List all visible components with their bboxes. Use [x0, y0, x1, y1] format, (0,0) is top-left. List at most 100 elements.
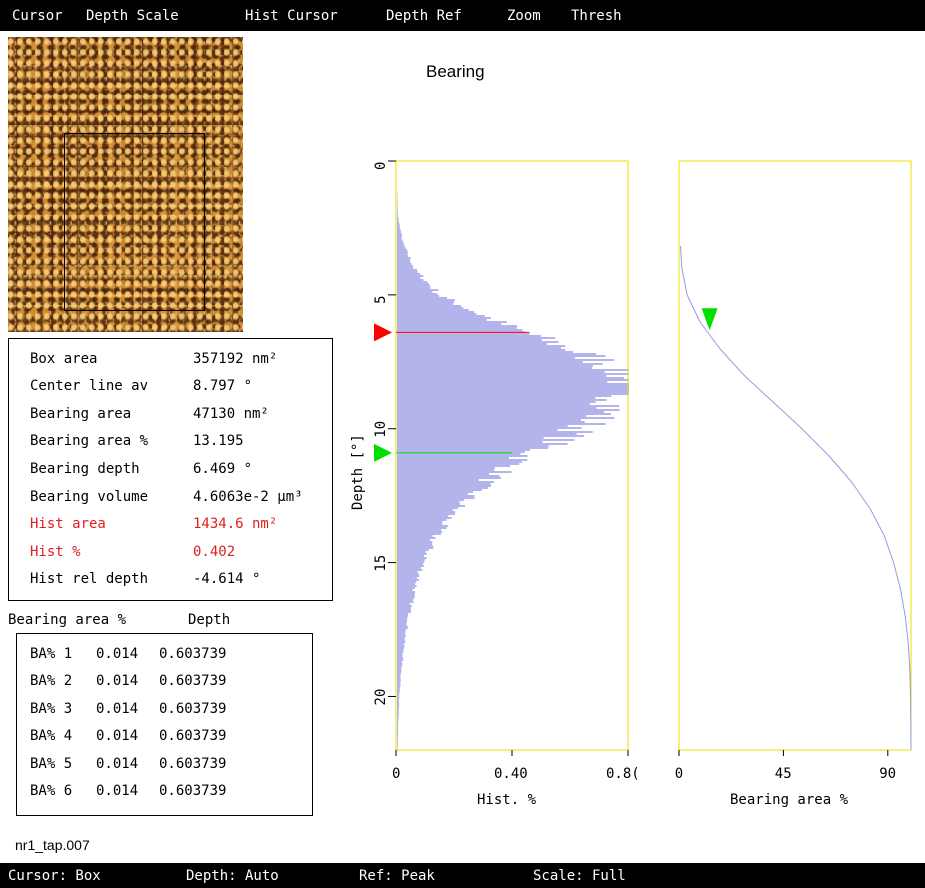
histogram-bar — [397, 727, 399, 729]
histogram-bar — [397, 397, 596, 399]
menu-bar: Cursor Depth Scale Hist Cursor Depth Ref… — [0, 0, 925, 31]
histogram-bar — [397, 407, 597, 409]
bearing-tick-label: 0 — [675, 766, 683, 782]
histogram-bar — [397, 543, 433, 545]
histogram-bar — [397, 423, 606, 425]
ba-row-depth: 0.603739 — [159, 783, 227, 799]
ba-row-pct: 0.014 — [96, 783, 139, 799]
histogram-bar — [397, 233, 402, 235]
histogram-bar — [397, 295, 440, 297]
histogram-bar — [397, 537, 436, 539]
histogram-bar — [397, 545, 433, 547]
histogram-bar — [397, 551, 426, 553]
histogram-bar — [397, 707, 399, 709]
menu-hist-cursor[interactable]: Hist Cursor — [245, 8, 338, 24]
histogram-bar — [397, 671, 402, 673]
histogram-bar — [397, 579, 419, 581]
histogram-bar — [397, 623, 407, 625]
histogram-bar — [397, 591, 416, 593]
histogram-bar — [397, 377, 625, 379]
histogram-bar — [397, 575, 420, 577]
bearing-cursors[interactable] — [701, 308, 718, 331]
histogram-bar — [397, 339, 542, 341]
bearing-tick-label: 90 — [879, 766, 896, 782]
histogram-bar — [397, 265, 413, 267]
histogram-bar — [397, 257, 411, 259]
histogram-bar — [397, 455, 528, 457]
ba-row-pct: 0.014 — [96, 701, 139, 717]
afm-height-image[interactable] — [8, 37, 243, 332]
histogram-bar — [397, 245, 405, 247]
histogram-bar — [397, 323, 502, 325]
histogram-bar — [397, 343, 547, 345]
histogram-bar — [397, 471, 512, 473]
histogram-bar — [397, 457, 509, 459]
ba-row-depth: 0.603739 — [159, 673, 227, 689]
menu-cursor[interactable]: Cursor — [12, 8, 63, 24]
histogram-bar — [397, 283, 430, 285]
histogram-bar — [397, 239, 403, 241]
histogram-bar — [397, 353, 597, 355]
histogram-bar — [397, 573, 419, 575]
histogram-bar — [397, 297, 448, 299]
hist-tick-label: 0 — [392, 766, 400, 782]
ba-header-depth: Depth — [188, 612, 231, 628]
histogram-bar — [397, 229, 401, 231]
histogram-cursors[interactable] — [374, 323, 530, 462]
histogram-bar — [397, 369, 629, 371]
depth-tick-label: 5 — [373, 295, 389, 303]
bearing-x-axis-label: Bearing area % — [730, 792, 849, 808]
histogram-bar — [397, 429, 558, 431]
stat-value-hist-rel-depth: -4.614 ° — [193, 571, 261, 587]
histogram-bar — [397, 319, 487, 321]
histogram-bar — [397, 529, 442, 531]
histogram-bar — [397, 487, 488, 489]
histogram-bar — [397, 599, 413, 601]
histogram-bar — [397, 699, 399, 701]
histogram-bar — [397, 683, 401, 685]
histogram-bar — [397, 601, 414, 603]
histogram-bar — [397, 663, 403, 665]
histogram-bar — [397, 615, 408, 617]
histogram-bar — [397, 345, 566, 347]
histogram-bar — [397, 593, 415, 595]
depth-axis-label: Depth [°] — [350, 434, 366, 510]
bearing-curve-line — [679, 245, 912, 750]
histogram-bar — [397, 585, 417, 587]
histogram-bar — [397, 657, 404, 659]
histogram-bar — [397, 713, 399, 715]
histogram-bar — [397, 503, 461, 505]
menu-depth-ref[interactable]: Depth Ref — [386, 8, 462, 24]
bearing-curve-plot[interactable]: 0 45 90 Bearing area % — [675, 160, 912, 808]
selection-box[interactable] — [64, 133, 205, 311]
histogram-bar — [397, 447, 549, 449]
histogram-bar — [397, 509, 453, 511]
menu-thresh[interactable]: Thresh — [571, 8, 622, 24]
histogram-bar — [397, 403, 590, 405]
histogram-bar — [397, 677, 401, 679]
histogram-bar — [397, 605, 412, 607]
histogram-bar — [397, 289, 439, 291]
histogram-bar — [397, 479, 479, 481]
histogram-bar — [397, 741, 398, 743]
status-ref: Ref: Peak — [359, 868, 435, 884]
histogram-plot[interactable]: 0 5 10 15 20 0 0.40 0.8( Hist. % Depth [°] — [350, 160, 640, 808]
histogram-bar — [397, 387, 629, 389]
histogram-bar — [397, 571, 418, 573]
histogram-bar — [397, 647, 405, 649]
histogram-bar — [397, 371, 605, 373]
histogram-bar — [397, 633, 406, 635]
histogram-bar — [397, 337, 556, 339]
histogram-bar — [397, 463, 520, 465]
bearing-ticks: 0 45 90 — [675, 750, 896, 782]
histogram-bar — [397, 655, 403, 657]
histogram-bar — [397, 583, 416, 585]
menu-depth-scale[interactable]: Depth Scale — [86, 8, 179, 24]
histogram-bar — [397, 497, 475, 499]
menu-zoom[interactable]: Zoom — [507, 8, 541, 24]
histogram-bar — [397, 609, 411, 611]
histogram-bar — [397, 603, 410, 605]
histogram-bar — [397, 273, 421, 275]
histogram-bar — [397, 305, 461, 307]
histogram-bar — [397, 735, 398, 737]
